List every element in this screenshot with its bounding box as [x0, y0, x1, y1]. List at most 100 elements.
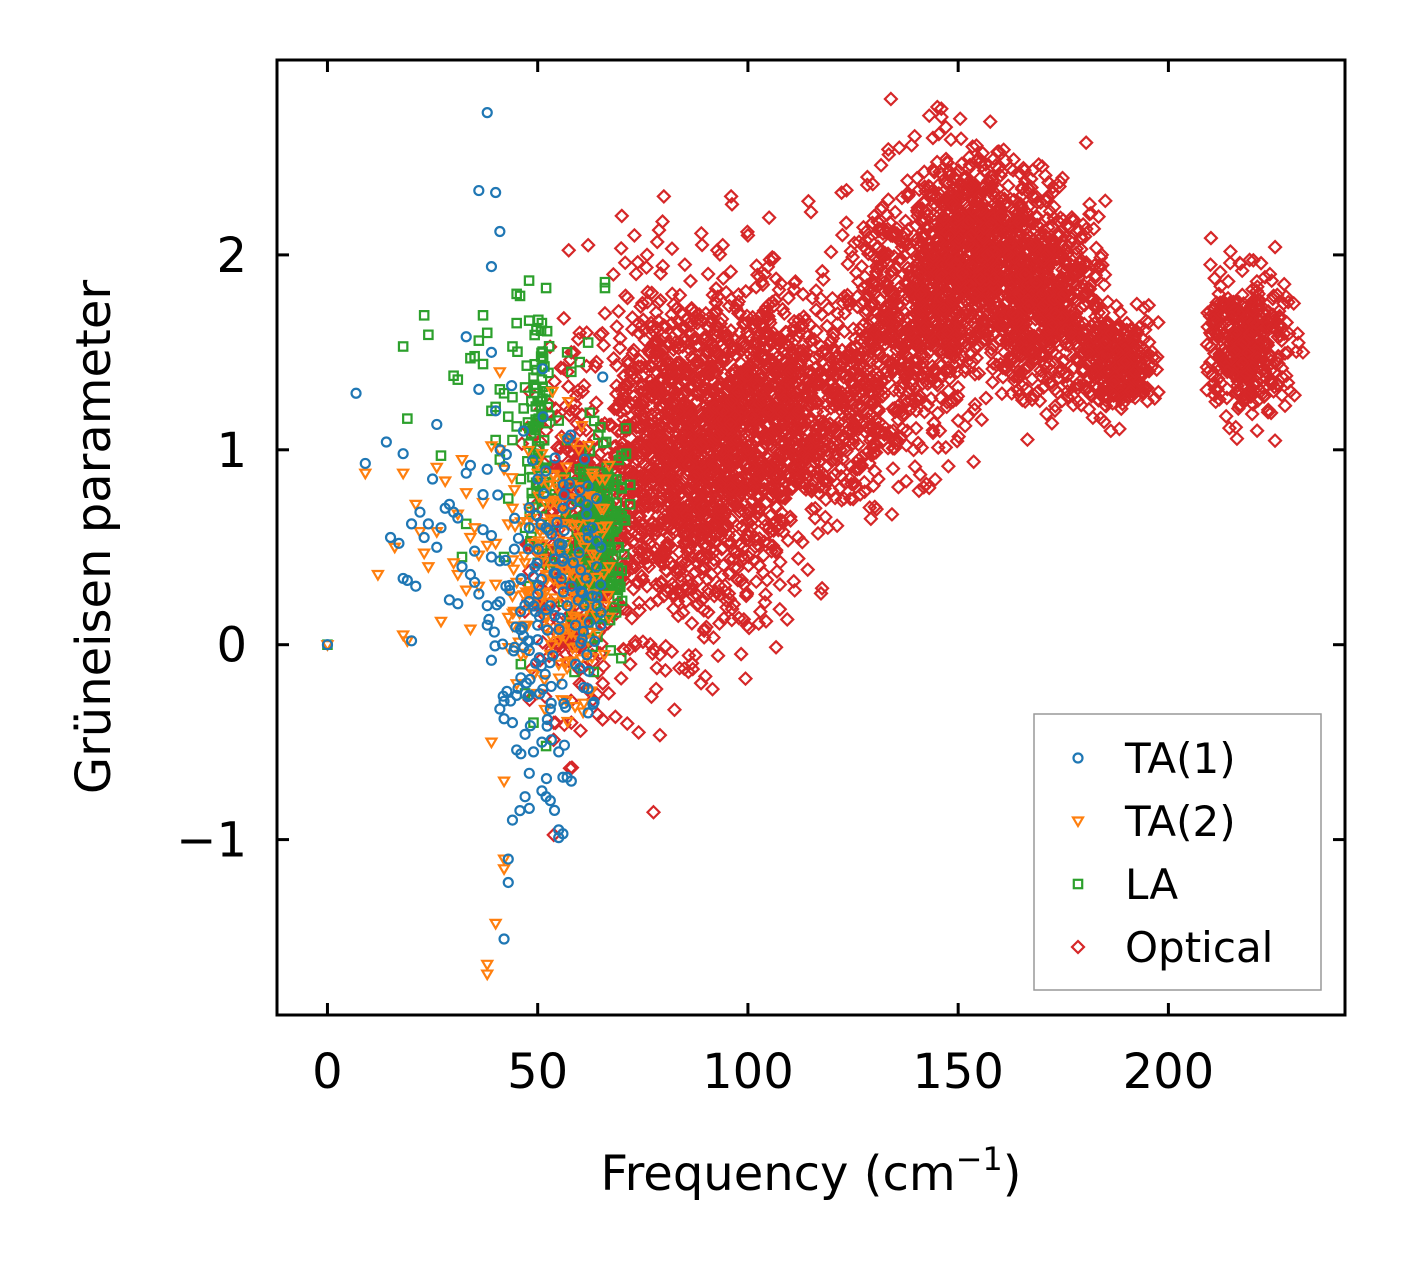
data-point	[662, 396, 679, 412]
data-point	[776, 490, 792, 506]
data-point	[718, 284, 734, 300]
data-point	[903, 373, 919, 389]
data-point	[673, 305, 689, 322]
data-point	[865, 418, 881, 434]
data-point	[608, 438, 624, 454]
data-point	[1043, 317, 1060, 333]
data-point	[658, 319, 674, 335]
data-point	[867, 499, 883, 515]
data-point	[719, 453, 735, 469]
data-point	[925, 161, 941, 178]
data-point	[901, 323, 917, 339]
data-point	[746, 356, 762, 372]
data-point	[884, 263, 900, 279]
data-point	[734, 572, 750, 588]
data-point	[761, 210, 777, 226]
data-point	[943, 167, 959, 183]
data-point	[1024, 340, 1040, 356]
data-point	[917, 349, 933, 365]
data-point	[667, 335, 683, 351]
data-point	[834, 492, 850, 508]
data-point	[758, 613, 774, 629]
data-point	[648, 681, 664, 697]
data-point	[695, 499, 711, 515]
data-point	[867, 285, 883, 301]
data-point	[723, 264, 739, 280]
data-point	[741, 528, 757, 544]
data-point	[787, 582, 803, 598]
data-point	[980, 174, 996, 190]
data-point	[1072, 229, 1088, 245]
data-point	[735, 548, 751, 564]
data-point	[721, 298, 737, 314]
data-point	[926, 415, 942, 431]
data-point	[727, 347, 743, 363]
data-point	[898, 437, 914, 453]
data-point	[923, 391, 939, 407]
data-point	[985, 355, 1001, 371]
data-point	[986, 271, 1002, 287]
data-point	[880, 192, 896, 208]
data-point	[929, 374, 945, 390]
data-point	[647, 437, 663, 453]
data-point	[733, 454, 749, 470]
data-point	[804, 396, 820, 412]
data-point	[913, 302, 929, 318]
data-point	[745, 309, 761, 325]
data-point	[772, 473, 789, 489]
data-point	[608, 357, 625, 373]
data-point	[1030, 218, 1046, 234]
data-point	[644, 439, 660, 455]
data-point	[938, 439, 954, 455]
data-point	[1028, 270, 1044, 286]
data-point	[877, 253, 893, 269]
data-point	[914, 246, 930, 263]
data-point	[733, 646, 749, 662]
data-point	[1035, 321, 1051, 337]
data-point	[644, 514, 660, 530]
data-point	[932, 423, 948, 439]
data-point	[744, 408, 760, 424]
data-point	[747, 431, 763, 448]
data-point	[961, 290, 977, 306]
data-point	[785, 438, 802, 454]
data-point	[1009, 369, 1026, 385]
data-point	[601, 685, 617, 701]
data-point	[993, 308, 1009, 324]
data-point	[650, 592, 666, 608]
data-point	[1041, 369, 1057, 385]
data-point	[685, 588, 701, 604]
data-point	[645, 355, 661, 371]
data-point	[760, 328, 776, 344]
data-point	[620, 356, 636, 372]
data-point	[800, 562, 816, 578]
data-point	[699, 407, 716, 423]
data-point	[1058, 344, 1074, 360]
data-point	[806, 332, 822, 348]
data-point	[591, 447, 607, 463]
data-point	[1062, 219, 1078, 235]
data-point	[659, 449, 675, 465]
data-point	[927, 471, 943, 488]
data-point	[984, 374, 1001, 390]
data-point	[1033, 363, 1049, 379]
data-point	[668, 470, 684, 486]
data-point	[649, 660, 665, 676]
data-point	[736, 611, 752, 627]
data-point	[562, 402, 578, 418]
data-point	[733, 432, 749, 448]
data-point	[710, 515, 726, 531]
data-point	[649, 234, 665, 250]
data-point	[739, 469, 755, 485]
data-point	[756, 392, 772, 408]
data-point	[957, 360, 974, 376]
data-point	[714, 541, 730, 557]
data-point	[949, 229, 966, 245]
data-point	[666, 702, 683, 718]
data-point	[1071, 223, 1087, 239]
data-point	[945, 393, 961, 409]
data-point	[919, 300, 935, 316]
data-point	[898, 213, 914, 229]
data-point	[951, 429, 967, 445]
